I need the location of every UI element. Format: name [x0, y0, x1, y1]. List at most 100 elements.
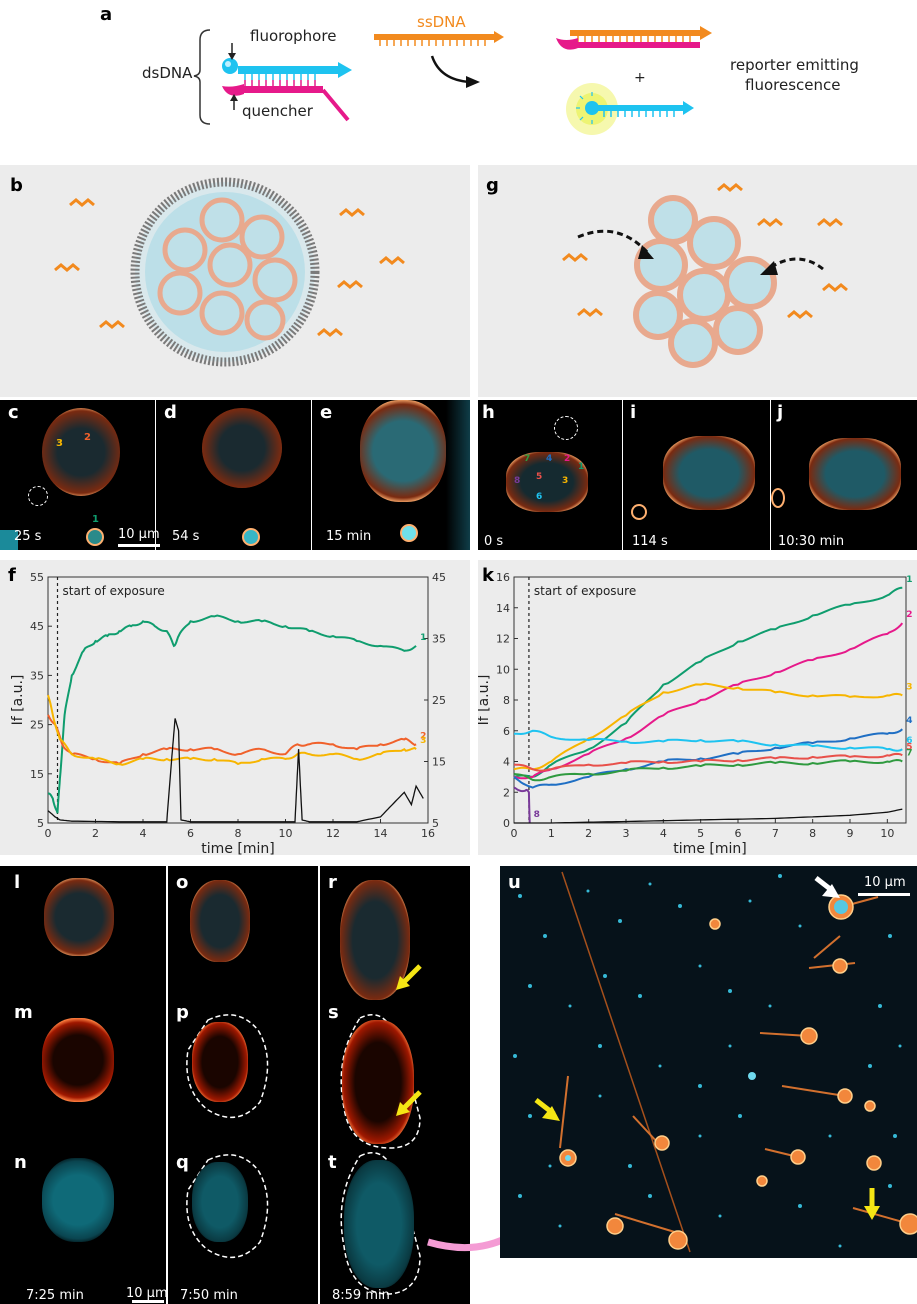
x-tick-label: 16	[421, 827, 435, 840]
panel-letter-c: c	[8, 402, 19, 423]
scalebar-u	[858, 893, 910, 896]
y-tick-label: 2	[503, 786, 510, 799]
vesicle-s	[342, 1020, 414, 1144]
x-tick-label: 1	[548, 827, 555, 840]
x-tick-label: 2	[585, 827, 592, 840]
series-line-3	[47, 694, 417, 766]
vesicle-number-1-c: 1	[92, 514, 99, 525]
vesicle-number-6: 6	[536, 492, 543, 502]
timestamp-l: 7:25 min	[26, 1288, 84, 1303]
white-arrow-icon	[814, 876, 840, 898]
vesicle-n	[42, 1158, 114, 1242]
scalebar-c	[118, 544, 160, 547]
schematic-g	[562, 183, 848, 368]
timestamp-d: 54 s	[172, 529, 200, 544]
panel-letter-b: b	[10, 175, 23, 196]
y-tick-label: 6	[503, 725, 510, 738]
vesicle-number-7: 7	[524, 454, 531, 464]
panel-c-image	[0, 400, 155, 550]
free-ssdna-icons-g	[562, 183, 848, 319]
yellow-arrow-r	[396, 964, 422, 990]
panel-divider-1	[166, 866, 168, 1304]
panel-letter-t: t	[328, 1152, 337, 1173]
free-ssdna-icons	[54, 198, 405, 337]
orange-vesicles	[559, 894, 917, 1250]
panel-i-image	[623, 400, 770, 550]
vesicle-l	[44, 878, 114, 956]
y-tick-label: 55	[30, 571, 44, 584]
series-label-2: 2	[420, 731, 426, 741]
x-axis-label: time [min]	[673, 841, 746, 855]
x-tick-label: 6	[187, 827, 194, 840]
vesicle-number-1: 1	[578, 462, 585, 472]
yellow-arrow-u1-icon	[534, 1098, 560, 1121]
y-tick-label: 14	[496, 602, 510, 615]
dashed-arrow-right-icon	[767, 257, 824, 271]
ssdna-icon	[374, 31, 504, 46]
scalebar-label-c: 10 µm	[118, 527, 160, 542]
vesicle-m	[42, 1018, 114, 1102]
y-tick-label: 15	[30, 768, 44, 781]
dsdna-label: dsDNA	[142, 64, 193, 82]
series-line-2	[47, 714, 417, 766]
timestamp-c: 25 s	[14, 529, 42, 544]
panel-letter-i: i	[630, 402, 637, 423]
reporter-label-line2: fluorescence	[745, 76, 841, 94]
dsdna-icon	[222, 58, 352, 122]
scalebar-label-l: 10 µm	[126, 1286, 168, 1301]
dashed-arrow-left-icon	[577, 229, 650, 255]
y-tick-label: 5	[37, 817, 44, 830]
panel-letter-o: o	[176, 872, 189, 893]
y2-tick-label: 45	[432, 571, 446, 584]
plot-frame	[513, 576, 907, 824]
inner-vesicles	[157, 197, 298, 341]
panel-letter-a: a	[100, 4, 113, 25]
brace-icon	[193, 29, 211, 125]
ssdna-label: ssDNA	[417, 13, 466, 31]
panel-letter-q: q	[176, 1152, 189, 1173]
reaction-arrow-icon	[430, 55, 471, 84]
timestamp-h: 0 s	[484, 534, 504, 549]
panel-letter-p: p	[176, 1002, 189, 1023]
x-tick-label: 12	[326, 827, 340, 840]
panel-letter-l: l	[14, 872, 21, 893]
product-duplex-icon	[556, 26, 712, 50]
series-label-1: 1	[906, 575, 912, 585]
x-tick-label: 0	[511, 827, 518, 840]
quencher-label: quencher	[242, 102, 313, 120]
y-axis-label: If [a.u.]	[478, 675, 492, 726]
yellow-arrow-u2-icon	[864, 1188, 880, 1220]
series-line-3	[513, 682, 903, 771]
yellow-arrow-s	[396, 1090, 422, 1116]
x-tick-label: 0	[45, 827, 52, 840]
reporter-emitting-icon	[566, 83, 694, 135]
plot-frame	[47, 576, 429, 824]
timestamp-r: 8:59 min	[332, 1288, 390, 1303]
series-line-4	[513, 728, 903, 789]
panel-letter-j: j	[777, 402, 784, 423]
y-tick-label: 25	[30, 719, 44, 732]
x-tick-label: 4	[140, 827, 147, 840]
panel-e-image	[312, 400, 470, 550]
reporter-label-line1: reporter emitting	[730, 56, 859, 74]
timestamp-j: 10:30 min	[778, 534, 845, 549]
scalebar-label-u: 10 µm	[864, 875, 906, 890]
x-tick-label: 5	[697, 827, 704, 840]
timestamp-o: 7:50 min	[180, 1288, 238, 1303]
panel-letter-u: u	[508, 872, 521, 893]
scalebar-l	[132, 1300, 164, 1303]
series-label-5: 5	[906, 742, 912, 752]
series-label-4: 4	[906, 716, 912, 726]
vesicle-number-3-c: 3	[56, 438, 63, 449]
y-tick-label: 4	[503, 756, 510, 769]
x-tick-label: 9	[847, 827, 854, 840]
y-tick-label: 16	[496, 571, 510, 584]
x-tick-label: 14	[374, 827, 388, 840]
x-tick-label: 8	[809, 827, 816, 840]
panel-letter-m: m	[14, 1002, 33, 1023]
schematic-a: +	[193, 26, 712, 135]
vesicle-number-5: 5	[536, 472, 543, 482]
x-tick-label: 3	[623, 827, 630, 840]
panel-j-image	[771, 400, 917, 550]
